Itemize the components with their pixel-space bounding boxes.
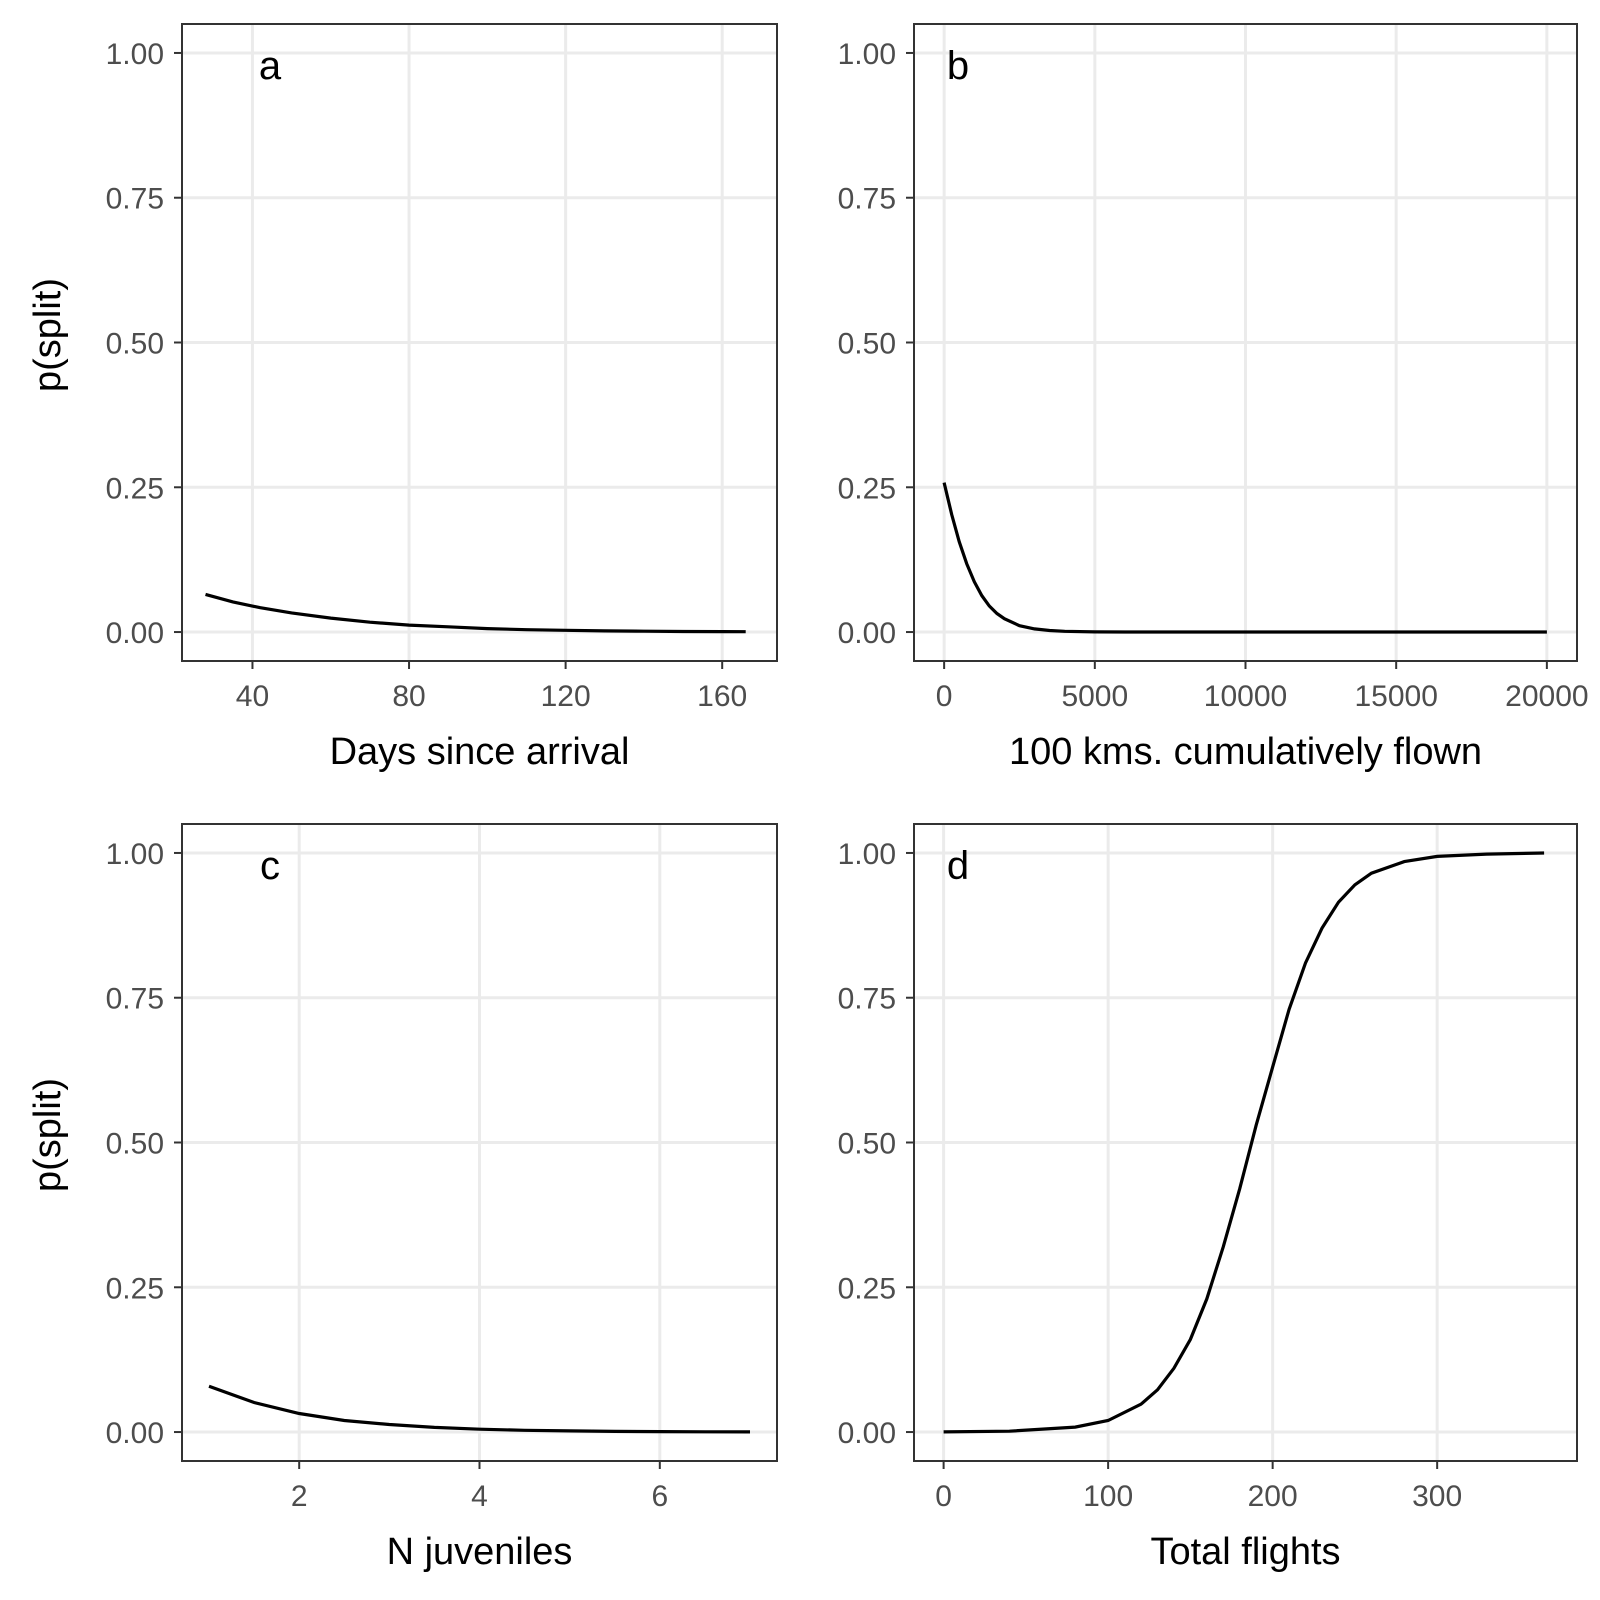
x-tick-label: 4 bbox=[471, 1480, 488, 1513]
x-tick-label: 2 bbox=[291, 1480, 308, 1513]
y-axis-title-top: p(split) bbox=[27, 278, 69, 392]
series-line bbox=[208, 1384, 751, 1434]
y-tick-label: 0.75 bbox=[838, 183, 896, 216]
y-tick-label: 1.00 bbox=[838, 38, 896, 71]
panel-tag: c bbox=[260, 844, 280, 888]
x-tick-label: 160 bbox=[697, 680, 747, 713]
series-line bbox=[943, 851, 1545, 1434]
y-tick-label: 0.75 bbox=[106, 983, 164, 1016]
x-tick-label: 120 bbox=[541, 680, 591, 713]
y-tick-label: 0.50 bbox=[106, 328, 164, 361]
y-tick-label: 0.00 bbox=[106, 1417, 164, 1450]
x-tick-label: 300 bbox=[1412, 1480, 1462, 1513]
panel-border bbox=[913, 823, 1578, 1462]
y-tick-label: 0.25 bbox=[838, 472, 896, 505]
y-axis-title-bottom: p(split) bbox=[27, 1078, 69, 1192]
y-tick-label: 0.50 bbox=[838, 328, 896, 361]
x-tick-label: 80 bbox=[392, 680, 425, 713]
panel-b: 0 5000 10000 15000 20000 0.00 0.25 0.50 0.75 1.00… bbox=[838, 23, 1589, 773]
panel-border bbox=[181, 23, 778, 662]
panel-tag: d bbox=[947, 844, 969, 888]
y-tick-label: 0.25 bbox=[838, 1272, 896, 1305]
y-tick-label: 0.50 bbox=[838, 1128, 896, 1161]
x-tick-label: 200 bbox=[1248, 1480, 1298, 1513]
x-tick-label: 40 bbox=[236, 680, 269, 713]
y-tick-label: 0.00 bbox=[838, 1417, 896, 1450]
x-axis-title: 100 kms. cumulatively flown bbox=[1009, 731, 1482, 773]
y-tick-label: 0.00 bbox=[838, 617, 896, 650]
y-tick-label: 0.00 bbox=[106, 617, 164, 650]
y-tick-label: 1.00 bbox=[106, 38, 164, 71]
y-tick-label: 1.00 bbox=[838, 838, 896, 871]
y-tick-label: 1.00 bbox=[106, 838, 164, 871]
y-tick-label: 0.50 bbox=[106, 1128, 164, 1161]
x-tick-label: 0 bbox=[935, 1480, 952, 1513]
panel-border bbox=[913, 23, 1578, 662]
series-line bbox=[942, 482, 1547, 634]
x-tick-label: 6 bbox=[651, 1480, 668, 1513]
y-tick-label: 0.25 bbox=[106, 1272, 164, 1305]
panel-a: 40 80 120 160 0.00 0.25 0.50 0.75 1.00 a Days sinc… bbox=[106, 23, 778, 773]
x-tick-label: 5000 bbox=[1061, 680, 1128, 713]
x-axis-title: N juveniles bbox=[387, 1531, 573, 1573]
x-tick-label: 100 bbox=[1083, 1480, 1133, 1513]
series-line bbox=[205, 592, 746, 634]
y-tick-label: 0.75 bbox=[838, 983, 896, 1016]
panel-tag: a bbox=[259, 44, 282, 88]
panel-c: 2 4 6 0.00 0.25 0.50 0.75 1.00 c N juveniles bbox=[106, 823, 778, 1573]
x-axis-title: Total flights bbox=[1150, 1531, 1340, 1573]
x-tick-label: 15000 bbox=[1354, 680, 1437, 713]
x-axis-title: Days since arrival bbox=[330, 731, 630, 773]
y-tick-label: 0.75 bbox=[106, 183, 164, 216]
panel-tag: b bbox=[947, 44, 969, 88]
panel-border bbox=[181, 823, 778, 1462]
x-tick-label: 20000 bbox=[1505, 680, 1588, 713]
panel-d: 0 100 200 300 0.00 0.25 0.50 0.75 1.00 d Total fli… bbox=[838, 823, 1578, 1573]
x-tick-label: 10000 bbox=[1204, 680, 1287, 713]
y-tick-label: 0.25 bbox=[106, 472, 164, 505]
x-tick-label: 0 bbox=[936, 680, 953, 713]
